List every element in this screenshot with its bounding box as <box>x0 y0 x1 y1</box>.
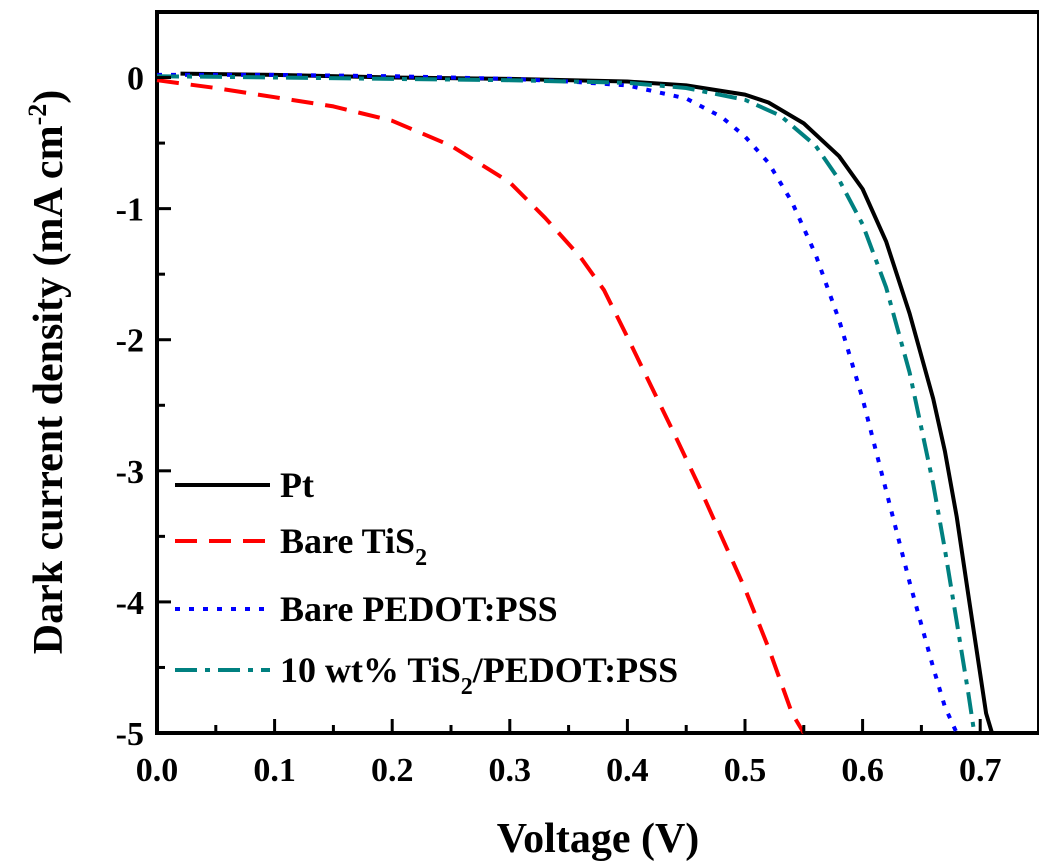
series-line-0 <box>180 71 994 734</box>
y-tick-label: -2 <box>116 323 144 360</box>
x-tick-label: 0.0 <box>136 752 179 789</box>
y-tick-label: -3 <box>116 454 144 491</box>
x-axis-title: Voltage (V) <box>497 816 700 862</box>
y-tick-labels: 0 -1 -2 -3 -4 -5 <box>116 61 144 753</box>
plot-area <box>155 10 1039 735</box>
x-tick-label: 0.6 <box>841 752 884 789</box>
series-line-1 <box>156 78 806 735</box>
series-line-2 <box>157 72 959 734</box>
y-axis-title-superscript: -2 <box>23 104 52 126</box>
legend-label-3: 10 wt% TiS2/PEDOT:PSS <box>280 650 678 700</box>
legend: Pt Bare TiS2 Bare PEDOT:PSS 10 wt% TiS2/PED… <box>175 465 678 700</box>
legend-label-0: Pt <box>280 465 314 505</box>
x-tick-label: 0.1 <box>253 752 296 789</box>
y-tick-label: -4 <box>116 585 144 622</box>
x-tick-label: 0.3 <box>489 752 532 789</box>
series-line-3 <box>156 74 977 734</box>
y-axis-title-main: Dark current density (mA cm <box>26 125 72 654</box>
x-tick-label: 0.7 <box>959 752 1002 789</box>
y-tick-label: 0 <box>127 61 144 98</box>
legend-label-2: Bare PEDOT:PSS <box>280 589 558 629</box>
legend-label-1: Bare TiS2 <box>280 521 427 571</box>
x-tick-label: 0.2 <box>371 752 414 789</box>
ticks-layer <box>155 76 982 735</box>
x-tick-label: 0.4 <box>606 752 649 789</box>
x-tick-label: 0.5 <box>724 752 767 789</box>
y-tick-label: -1 <box>116 192 144 229</box>
y-axis-title-close: ) <box>26 90 72 104</box>
y-tick-label: -5 <box>116 716 144 753</box>
y-axis-title: Dark current density (mA cm-2) <box>23 90 72 655</box>
x-tick-labels: 0.0 0.1 0.2 0.3 0.4 0.5 0.6 0.7 <box>136 752 1002 789</box>
plot-frame <box>155 10 1039 735</box>
series-layer <box>156 71 994 735</box>
